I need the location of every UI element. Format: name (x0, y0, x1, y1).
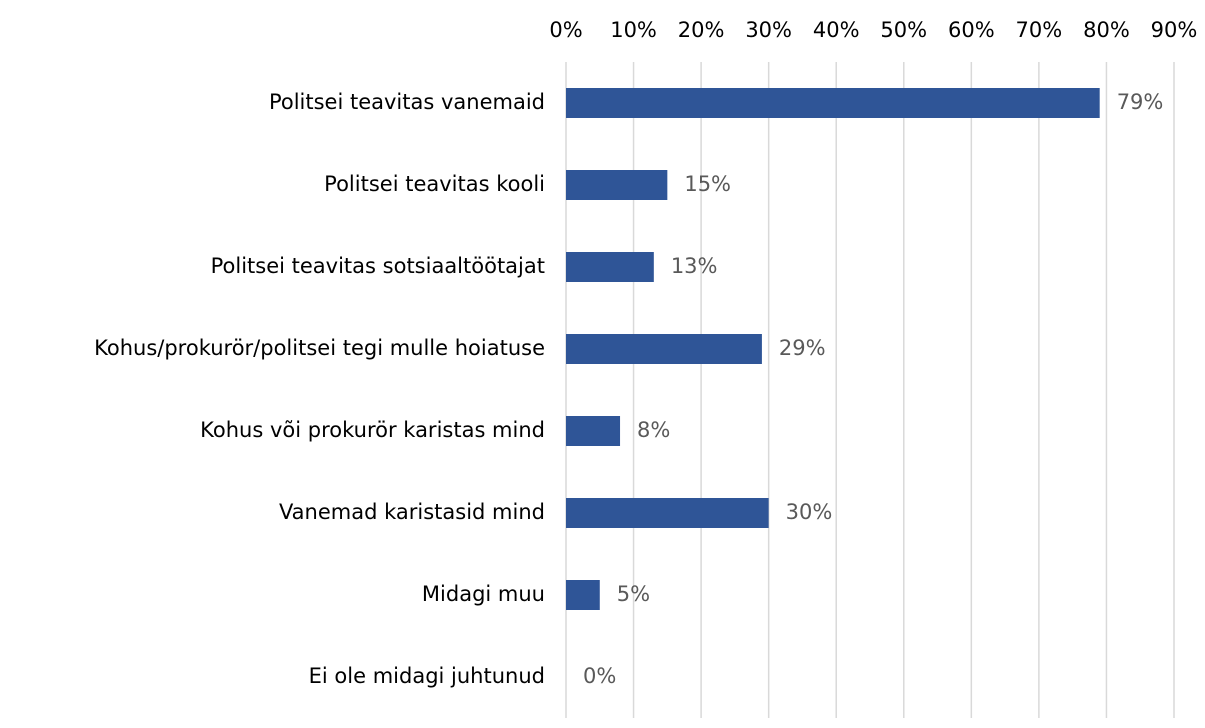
bar (566, 334, 762, 364)
category-label: Politsei teavitas kooli (324, 172, 545, 196)
x-tick-label: 50% (880, 18, 927, 42)
value-label: 15% (684, 172, 731, 196)
bar (566, 498, 769, 528)
category-label: Vanemad karistasid mind (279, 500, 545, 524)
bar (566, 580, 600, 610)
bar (566, 252, 654, 282)
category-label: Ei ole midagi juhtunud (309, 664, 545, 688)
value-label: 13% (671, 254, 718, 278)
value-label: 79% (1117, 90, 1164, 114)
x-tick-label: 70% (1016, 18, 1063, 42)
category-label: Midagi muu (422, 582, 545, 606)
value-label: 8% (637, 418, 670, 442)
value-label: 0% (583, 664, 616, 688)
value-label: 29% (779, 336, 826, 360)
x-tick-label: 60% (948, 18, 995, 42)
x-tick-label: 90% (1151, 18, 1198, 42)
category-label: Kohus/prokurör/politsei tegi mulle hoiat… (94, 336, 545, 360)
value-label: 30% (786, 500, 833, 524)
bar (566, 88, 1100, 118)
bar (566, 170, 668, 200)
x-tick-label: 40% (813, 18, 860, 42)
x-tick-label: 80% (1083, 18, 1130, 42)
category-label: Kohus või prokurör karistas mind (200, 418, 545, 442)
bar (566, 416, 621, 446)
category-label: Politsei teavitas sotsiaaltöötajat (211, 254, 545, 278)
value-label: 5% (617, 582, 650, 606)
x-tick-label: 10% (610, 18, 657, 42)
x-tick-label: 20% (678, 18, 725, 42)
x-tick-label: 0% (549, 18, 582, 42)
category-label: Politsei teavitas vanemaid (269, 90, 545, 114)
x-tick-label: 30% (745, 18, 792, 42)
